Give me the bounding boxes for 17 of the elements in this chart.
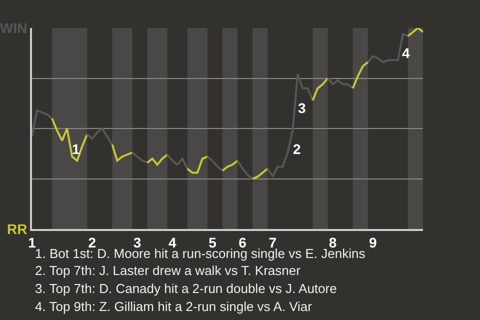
text: RR	[7, 221, 28, 237]
x-tick-label: 9	[368, 234, 377, 251]
x-tick-label: 8	[328, 234, 337, 251]
annotation: 1	[72, 141, 80, 157]
x-tick-label: 2	[88, 234, 96, 251]
annotation: 2	[293, 141, 301, 157]
text: 4. Top 9th: Z. Gilliam hit a 2-run single vs A. Viar	[35, 299, 313, 314]
x-tick-label: 7	[268, 234, 277, 251]
annotation: 3	[298, 100, 306, 116]
x-tick-label: 4	[168, 234, 176, 251]
x-tick-label: 1	[28, 234, 36, 251]
text: 2. Top 7th: J. Laster drew a walk vs T. Krasner	[35, 263, 302, 278]
annotation: 4	[402, 45, 410, 61]
x-tick-label: 6	[238, 234, 247, 251]
text: 3. Top 7th: D. Canady hit a 2-run double vs J. Autore	[35, 281, 337, 296]
x-tick-label: 5	[208, 234, 217, 251]
x-tick-label: 3	[133, 234, 142, 251]
